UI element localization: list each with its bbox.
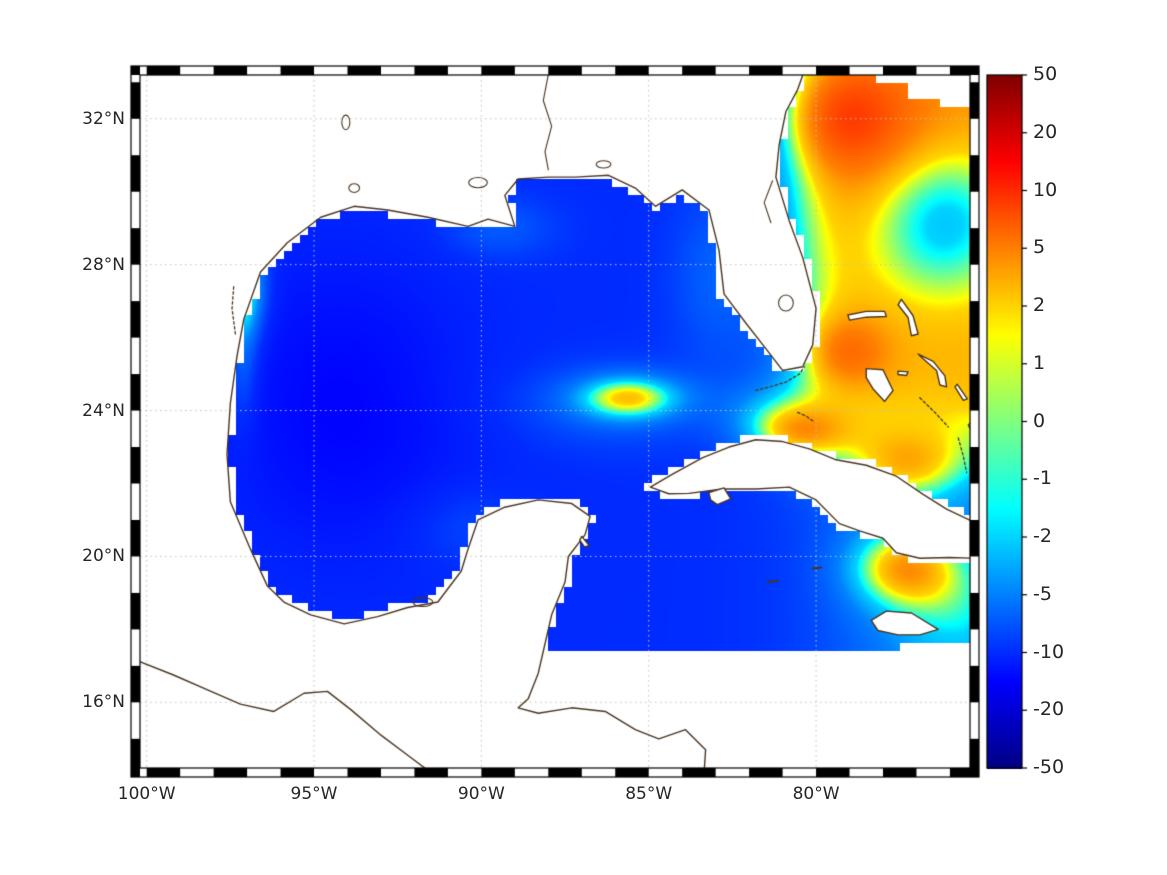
figure: 100°W 95°W 90°W 85°W 80°W 16°N 20°N 24°N 28°N 32°… — [0, 0, 1167, 875]
map-heatmap-canvas — [0, 0, 1167, 875]
